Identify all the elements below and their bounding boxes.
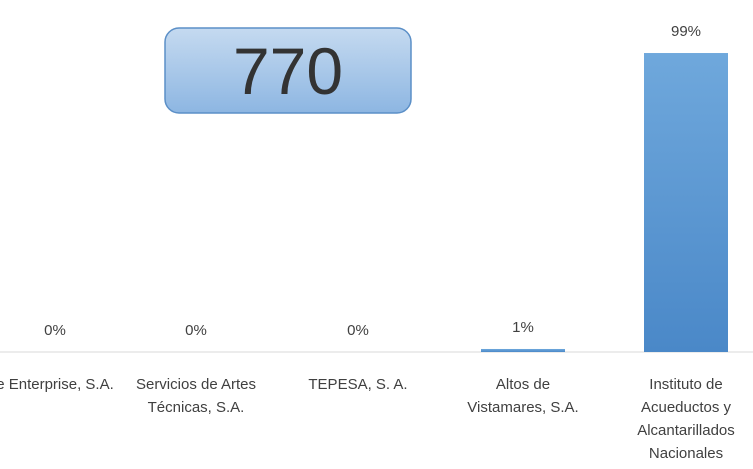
data-label: 99% — [671, 23, 701, 40]
x-tick-label: Servicios de Artes Técnicas, S.A. — [136, 376, 256, 416]
x-tick-label: TEPESA, S. A. — [308, 376, 407, 393]
data-label: 0% — [44, 322, 66, 339]
x-tick-label: Altos de Vistamares, S.A. — [467, 376, 578, 416]
bar — [644, 53, 728, 353]
annotation: 770 — [233, 34, 343, 108]
bar — [481, 348, 565, 352]
data-label: 1% — [512, 319, 534, 336]
data-label: 0% — [347, 322, 369, 339]
x-tick-label: e Enterprise, S.A. — [0, 376, 114, 393]
data-label: 0% — [185, 322, 207, 339]
x-tick-label: Instituto de Acueductos y Alcantarillados N… — [637, 376, 735, 462]
annotation-box — [164, 27, 412, 114]
